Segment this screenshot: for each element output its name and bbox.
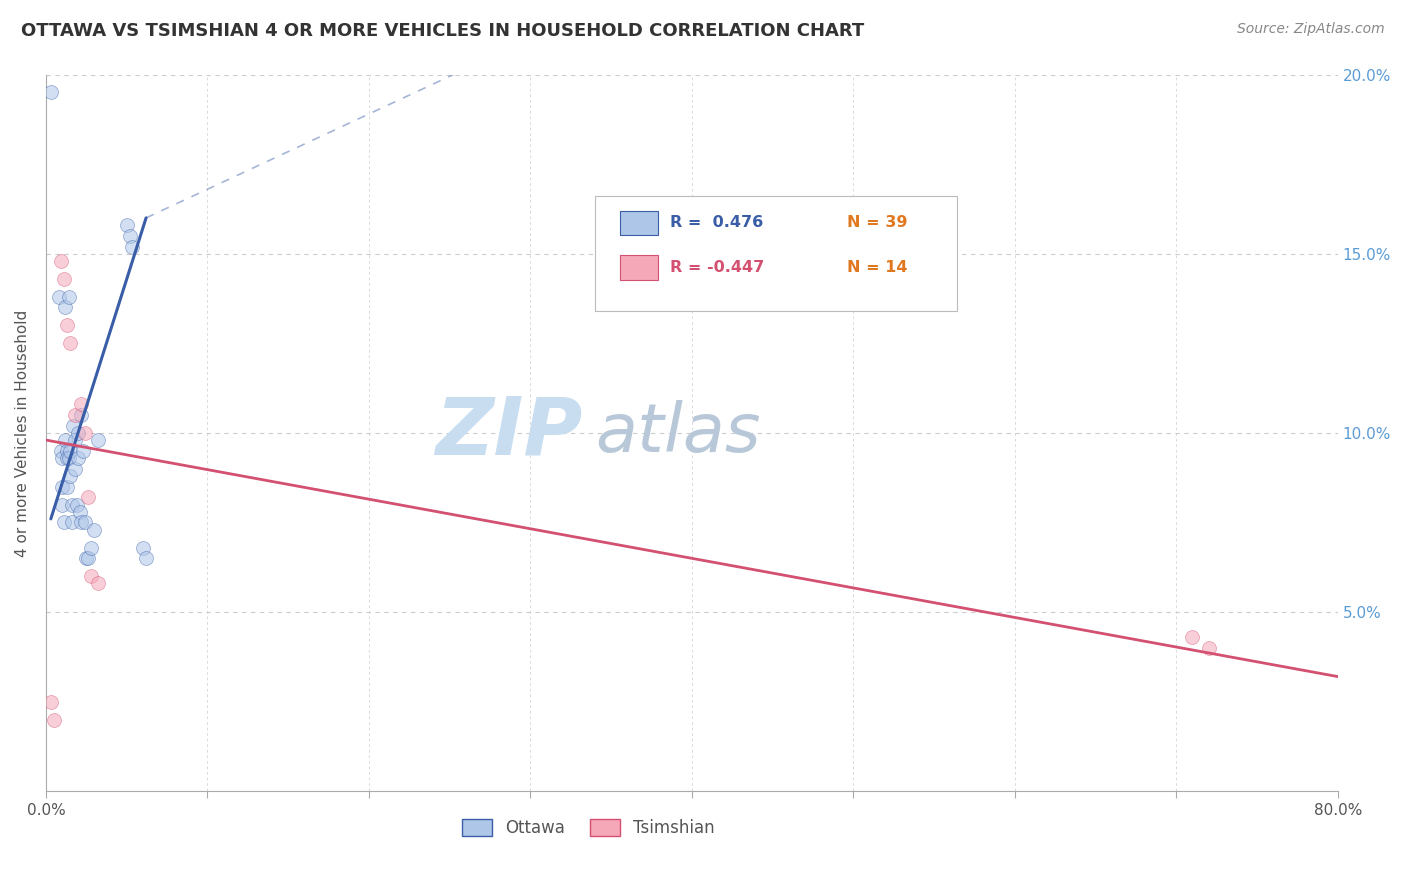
- Text: OTTAWA VS TSIMSHIAN 4 OR MORE VEHICLES IN HOUSEHOLD CORRELATION CHART: OTTAWA VS TSIMSHIAN 4 OR MORE VEHICLES I…: [21, 22, 865, 40]
- FancyBboxPatch shape: [620, 255, 658, 279]
- Point: [70, 397, 93, 411]
- Point: [63, 433, 86, 447]
- Point: [56, 450, 79, 465]
- Point: [60, 516, 83, 530]
- Point: [77, 551, 100, 566]
- Y-axis label: 4 or more Vehicles in Household: 4 or more Vehicles in Household: [15, 310, 30, 557]
- Text: N = 14: N = 14: [846, 260, 907, 275]
- Point: [70, 408, 93, 422]
- Point: [121, 239, 143, 253]
- Point: [48, 290, 70, 304]
- Point: [51, 480, 73, 494]
- Point: [86, 433, 108, 447]
- Point: [67, 450, 90, 465]
- Point: [39, 86, 62, 100]
- Point: [66, 498, 89, 512]
- Point: [83, 523, 105, 537]
- Point: [59, 336, 82, 351]
- Text: R =  0.476: R = 0.476: [669, 215, 763, 230]
- Text: ZIP: ZIP: [434, 394, 582, 472]
- Point: [86, 576, 108, 591]
- Point: [51, 450, 73, 465]
- Point: [53, 433, 76, 447]
- Point: [80, 541, 103, 555]
- Point: [56, 443, 79, 458]
- Point: [67, 425, 90, 440]
- Point: [72, 443, 94, 458]
- Point: [59, 469, 82, 483]
- Point: [135, 551, 157, 566]
- Point: [132, 541, 155, 555]
- Point: [51, 498, 73, 512]
- Point: [118, 228, 141, 243]
- Point: [49, 253, 72, 268]
- Point: [1181, 630, 1204, 644]
- Text: N = 39: N = 39: [846, 215, 907, 230]
- Text: atlas: atlas: [595, 400, 761, 466]
- Text: R = -0.447: R = -0.447: [669, 260, 763, 275]
- Point: [70, 516, 93, 530]
- Point: [39, 695, 62, 709]
- Text: Source: ZipAtlas.com: Source: ZipAtlas.com: [1237, 22, 1385, 37]
- Point: [77, 491, 100, 505]
- FancyBboxPatch shape: [620, 211, 658, 235]
- Point: [59, 443, 82, 458]
- Point: [63, 461, 86, 475]
- Point: [58, 290, 80, 304]
- Point: [63, 408, 86, 422]
- Point: [56, 318, 79, 333]
- Point: [53, 301, 76, 315]
- Point: [69, 505, 91, 519]
- Point: [52, 516, 75, 530]
- Point: [80, 569, 103, 583]
- FancyBboxPatch shape: [595, 196, 956, 311]
- Point: [73, 425, 96, 440]
- Point: [115, 218, 138, 232]
- Point: [75, 551, 97, 566]
- Point: [73, 516, 96, 530]
- Point: [52, 272, 75, 286]
- Point: [49, 443, 72, 458]
- Point: [58, 450, 80, 465]
- Point: [1198, 640, 1220, 655]
- Legend: Ottawa, Tsimshian: Ottawa, Tsimshian: [456, 813, 721, 844]
- Point: [60, 498, 83, 512]
- Point: [56, 480, 79, 494]
- Point: [62, 418, 84, 433]
- Point: [42, 713, 65, 727]
